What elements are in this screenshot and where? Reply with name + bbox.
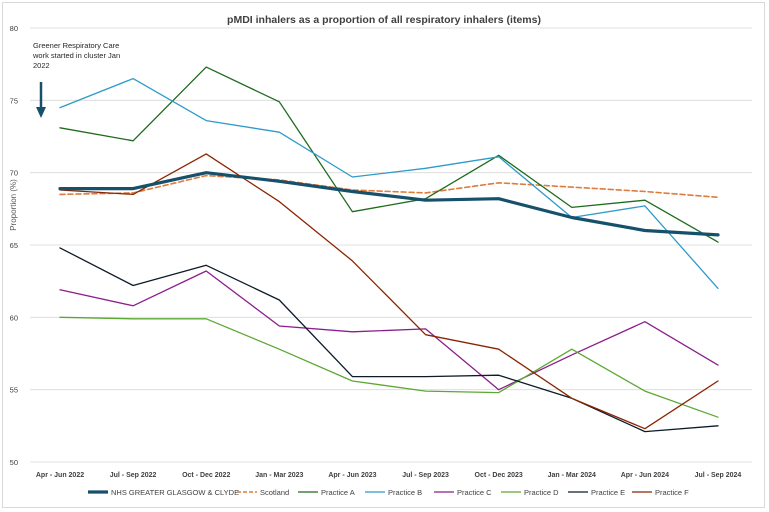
legend-label: Practice E <box>591 488 625 497</box>
series-line-practice-d <box>59 316 719 418</box>
y-tick-label: 80 <box>10 24 18 33</box>
x-tick-label: Jan - Mar 2024 <box>548 472 596 479</box>
legend-label: Practice C <box>457 488 492 497</box>
x-tick-label: Jul - Sep 2023 <box>402 472 449 479</box>
legend-item: Scotland <box>237 488 289 497</box>
legend-label: Scotland <box>260 488 289 497</box>
legend-label: Practice A <box>321 488 355 497</box>
legend-label: Practice B <box>388 488 422 497</box>
y-tick-label: 60 <box>10 313 18 322</box>
legend: NHS GREATER GLASGOW & CLYDE Scotland Pract… <box>88 488 689 497</box>
y-tick-label: 65 <box>10 241 18 250</box>
series-line-practice-b <box>59 77 719 290</box>
x-tick-label: Jan - Mar 2023 <box>255 472 303 479</box>
legend-item: NHS GREATER GLASGOW & CLYDE <box>88 488 239 497</box>
x-tick-label: Oct - Dec 2022 <box>182 472 230 479</box>
y-tick-label: 50 <box>10 458 18 467</box>
x-tick-label: Apr - Jun 2024 <box>621 472 669 479</box>
series-line-practice-f <box>59 153 719 430</box>
down-arrow-icon <box>36 82 46 118</box>
gridlines <box>30 27 752 463</box>
legend-label: Practice D <box>524 488 559 497</box>
y-axis-ticks: 50 55 60 65 70 75 80 <box>10 24 18 467</box>
annotation: Greener Respiratory Care work started in… <box>32 41 120 118</box>
annotation-line-2: work started in cluster Jan <box>32 51 120 60</box>
x-tick-label: Jul - Sep 2022 <box>110 472 157 479</box>
x-axis-ticks: Apr - Jun 2022 Jul - Sep 2022 Oct - Dec 20… <box>36 472 742 479</box>
series-line-practice-a <box>59 66 719 243</box>
y-axis-label: Proportion (%) <box>9 179 18 231</box>
series-line-scotland <box>59 174 719 199</box>
series-line-nhs-greater-glasgow-clyde <box>58 171 720 237</box>
legend-item: Practice A <box>298 488 355 497</box>
x-tick-label: Apr - Jun 2023 <box>328 472 376 479</box>
series-lines <box>58 66 720 433</box>
legend-item: Practice B <box>365 488 422 497</box>
y-tick-label: 70 <box>10 169 18 178</box>
annotation-line-1: Greener Respiratory Care <box>33 41 119 50</box>
legend-label: Practice F <box>655 488 689 497</box>
series-line-practice-c <box>59 270 719 391</box>
y-tick-label: 75 <box>10 96 18 105</box>
annotation-line-3: 2022 <box>33 61 50 70</box>
x-tick-label: Jul - Sep 2024 <box>695 472 742 479</box>
series-line-practice-e <box>59 247 719 433</box>
legend-item: Practice E <box>568 488 625 497</box>
y-tick-label: 55 <box>10 386 18 395</box>
x-tick-label: Apr - Jun 2022 <box>36 472 84 479</box>
legend-item: Practice F <box>632 488 689 497</box>
legend-item: Practice D <box>501 488 559 497</box>
x-tick-label: Oct - Dec 2023 <box>475 472 523 479</box>
chart-title: pMDI inhalers as a proportion of all res… <box>227 14 541 26</box>
legend-item: Practice C <box>434 488 492 497</box>
legend-label: NHS GREATER GLASGOW & CLYDE <box>111 488 239 497</box>
